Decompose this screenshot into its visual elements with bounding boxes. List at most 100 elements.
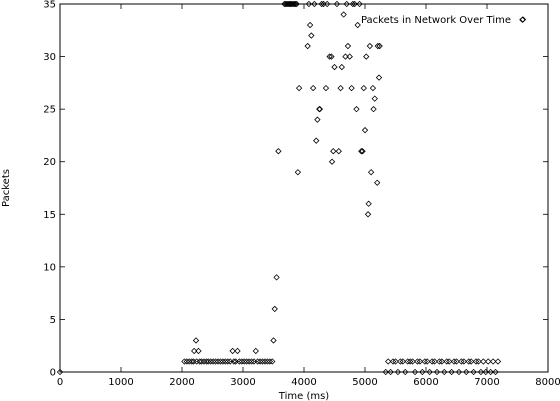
data-point bbox=[370, 105, 377, 113]
y-tick-label: 5 bbox=[50, 315, 56, 326]
data-point bbox=[369, 84, 377, 92]
data-point bbox=[366, 42, 374, 50]
data-point bbox=[460, 358, 467, 365]
data-point bbox=[360, 84, 367, 92]
x-tick-label: 6000 bbox=[413, 377, 438, 388]
x-axis-label: Time (ms) bbox=[278, 391, 330, 401]
data-point bbox=[292, 0, 299, 8]
data-point bbox=[354, 21, 361, 29]
data-point bbox=[419, 368, 426, 376]
data-point bbox=[271, 305, 278, 313]
x-tick-label: 4000 bbox=[291, 377, 316, 388]
data-point bbox=[313, 137, 320, 144]
data-point bbox=[385, 358, 392, 365]
data-point bbox=[367, 169, 375, 176]
data-point bbox=[308, 32, 315, 39]
data-point bbox=[349, 0, 356, 8]
data-point bbox=[192, 337, 200, 344]
data-point bbox=[455, 368, 463, 376]
data-point bbox=[191, 347, 198, 355]
data-point bbox=[56, 368, 64, 376]
y-tick-label: 25 bbox=[43, 105, 56, 116]
data-point bbox=[421, 358, 428, 365]
data-point bbox=[409, 358, 416, 365]
legend-label: Packets in Network Over Time bbox=[361, 15, 511, 26]
data-point bbox=[404, 358, 411, 365]
axis-ticks: 0 1000 2000 3000 4000 5000 6000 7000 8000 0 5 10 15 2… bbox=[43, 0, 560, 388]
data-point bbox=[305, 0, 313, 8]
data-point bbox=[248, 358, 255, 365]
data-point bbox=[314, 116, 321, 123]
data-point bbox=[261, 358, 269, 365]
data-point bbox=[230, 358, 238, 365]
data-point bbox=[364, 211, 372, 218]
data-point bbox=[232, 358, 239, 365]
data-point bbox=[394, 368, 402, 376]
data-point bbox=[222, 358, 229, 365]
data-point bbox=[183, 358, 191, 365]
data-point bbox=[328, 158, 336, 165]
data-point bbox=[353, 105, 360, 113]
data-point bbox=[343, 0, 350, 8]
data-point bbox=[238, 358, 245, 365]
y-tick-label: 0 bbox=[50, 368, 56, 379]
data-point bbox=[331, 63, 338, 71]
data-point bbox=[245, 358, 253, 365]
legend-marker bbox=[519, 16, 527, 23]
data-point bbox=[487, 368, 494, 376]
data-point bbox=[198, 358, 205, 365]
data-point bbox=[402, 368, 409, 376]
data-point bbox=[207, 358, 214, 365]
data-point bbox=[485, 358, 492, 365]
data-point bbox=[443, 358, 450, 365]
data-point bbox=[309, 84, 317, 92]
data-point bbox=[382, 368, 389, 376]
data-point bbox=[269, 358, 276, 365]
data-point bbox=[316, 105, 324, 113]
data-point bbox=[358, 148, 365, 155]
data-point bbox=[224, 358, 231, 365]
data-point bbox=[448, 368, 455, 376]
data-point bbox=[433, 368, 441, 376]
data-point bbox=[475, 358, 482, 365]
data-point bbox=[374, 42, 381, 50]
data-point bbox=[273, 274, 280, 281]
data-point bbox=[337, 84, 344, 92]
data-point bbox=[389, 358, 397, 365]
y-axis-label: Packets bbox=[1, 169, 12, 207]
data-point bbox=[195, 347, 202, 355]
data-point bbox=[186, 358, 193, 365]
data-point bbox=[335, 148, 342, 155]
y-tick-label: 15 bbox=[43, 210, 56, 221]
data-point bbox=[200, 358, 208, 365]
data-points bbox=[56, 0, 526, 376]
data-point bbox=[414, 358, 421, 365]
data-point bbox=[494, 358, 502, 365]
data-point bbox=[217, 358, 224, 365]
data-point bbox=[212, 358, 219, 365]
data-point bbox=[477, 368, 485, 376]
data-point bbox=[203, 358, 210, 365]
data-point bbox=[326, 53, 333, 60]
data-point bbox=[214, 358, 222, 365]
data-point bbox=[322, 84, 330, 92]
x-tick-label: 1000 bbox=[108, 377, 133, 388]
data-point bbox=[324, 0, 331, 8]
data-point bbox=[482, 368, 489, 376]
data-point bbox=[306, 21, 314, 29]
data-point bbox=[411, 368, 419, 376]
y-tick-label: 35 bbox=[43, 0, 56, 11]
data-point bbox=[311, 0, 318, 8]
data-point bbox=[338, 63, 345, 71]
data-point bbox=[264, 358, 271, 365]
data-point bbox=[426, 368, 433, 376]
data-point bbox=[463, 368, 470, 376]
y-tick-label: 20 bbox=[43, 157, 56, 168]
data-point bbox=[293, 0, 300, 8]
data-point bbox=[294, 169, 302, 176]
data-point bbox=[431, 358, 438, 365]
data-point bbox=[458, 358, 465, 365]
data-point bbox=[351, 0, 358, 8]
data-point bbox=[399, 358, 406, 365]
